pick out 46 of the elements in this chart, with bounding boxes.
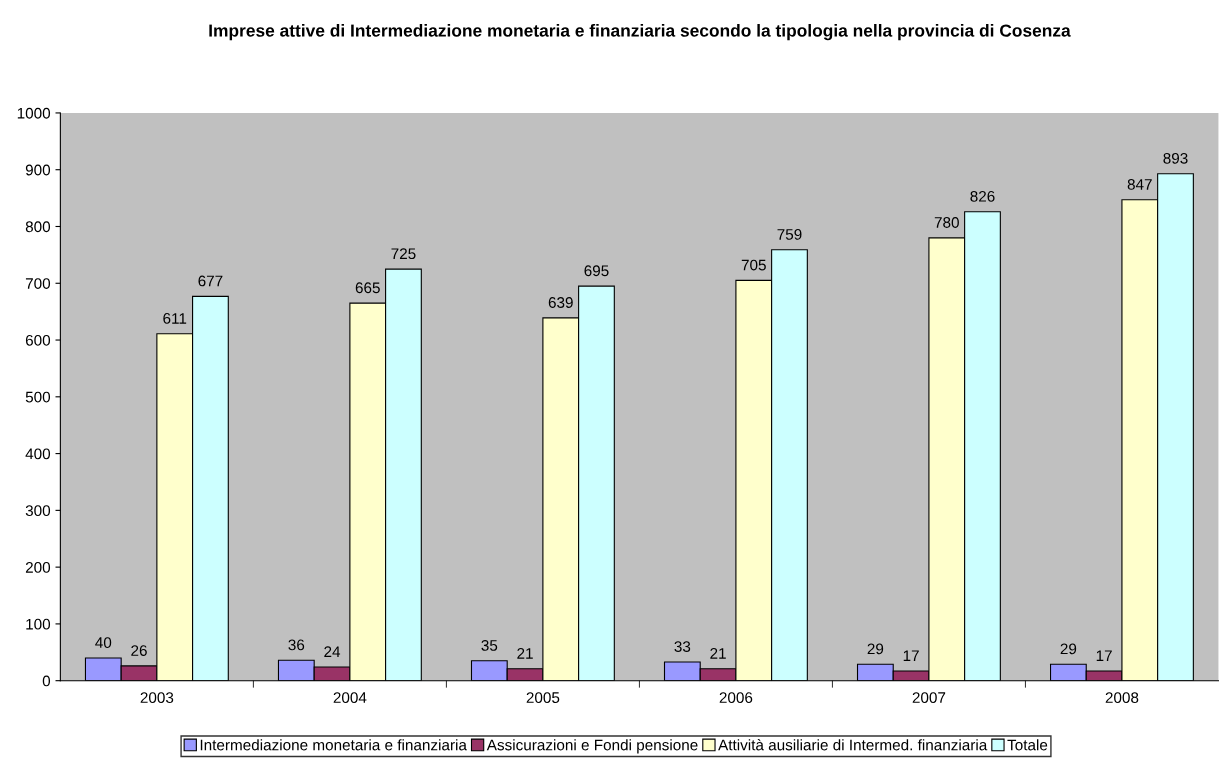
y-tick-label: 300 (25, 505, 51, 517)
y-tick-label: 400 (25, 448, 51, 460)
y-tick-label: 0 (42, 675, 51, 687)
x-tick-label: 2006 (719, 692, 753, 704)
y-tick-label: 700 (25, 278, 51, 289)
data-label: 893 (1163, 152, 1188, 164)
data-label: 826 (970, 190, 995, 202)
y-tick-label: 500 (25, 391, 51, 403)
data-label: 725 (391, 248, 416, 260)
legend-label: Attività ausiliarie di Intermed. finanziaria (718, 739, 988, 751)
x-tick-label: 2008 (1105, 692, 1139, 704)
data-label: 29 (867, 643, 884, 655)
x-tick-label: 2004 (333, 692, 367, 704)
data-label: 35 (481, 640, 498, 651)
legend-label: Assicurazioni e Fondi pensione (486, 739, 698, 754)
y-tick-label: 200 (25, 562, 51, 573)
data-label: 24 (324, 646, 341, 657)
y-tick-label: 900 (25, 164, 51, 176)
data-label: 21 (517, 647, 533, 659)
data-label: 21 (710, 647, 726, 659)
data-label: 40 (95, 637, 112, 649)
x-tick-label: 2005 (526, 692, 560, 704)
y-tick-label: 600 (25, 334, 51, 346)
x-tick-label: 2007 (912, 692, 946, 704)
data-label: 26 (131, 645, 147, 656)
data-label: 639 (548, 297, 573, 308)
data-label: 33 (674, 641, 691, 652)
data-label: 780 (934, 217, 959, 228)
y-tick-label: 100 (26, 618, 51, 630)
legend-label: Intermediazione monetaria e finanziaria (200, 739, 467, 751)
data-label: 759 (777, 228, 802, 240)
data-label: 17 (903, 650, 919, 661)
y-tick-label: 800 (25, 221, 51, 233)
data-label: 705 (741, 259, 766, 271)
y-tick-label: 1000 (17, 107, 51, 119)
x-tick-label: 2003 (140, 692, 174, 704)
data-label: 17 (1096, 650, 1112, 661)
chart-title: Imprese attive di Intermediazione monetaria e finanziaria secondo la tipologia nella provincia di Cosenza (209, 23, 1071, 41)
data-label: 611 (163, 313, 187, 324)
data-label: 695 (584, 265, 609, 277)
data-label: 36 (288, 639, 305, 651)
data-label: 847 (1127, 179, 1152, 190)
data-label: 665 (355, 282, 380, 294)
legend-label: Totale (1007, 739, 1048, 751)
data-label: 677 (198, 275, 223, 287)
data-label: 29 (1060, 643, 1077, 655)
